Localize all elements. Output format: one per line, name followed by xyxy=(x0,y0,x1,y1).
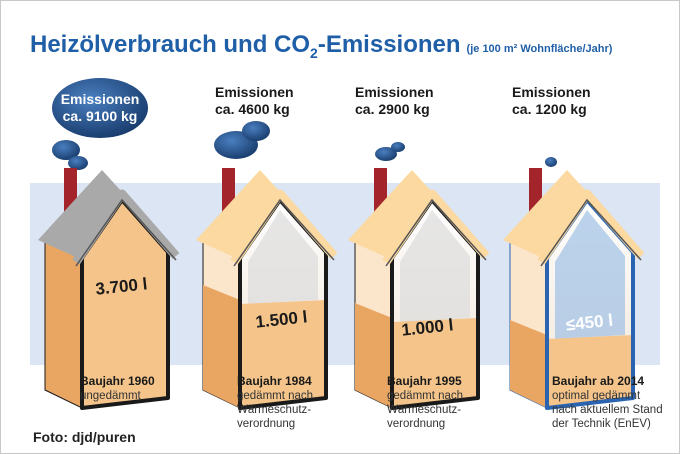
emission-label: Emissionen xyxy=(355,84,434,100)
description-line: Wärmeschutz- xyxy=(387,404,461,416)
year-label: Baujahr 1984 xyxy=(237,374,312,388)
emission-label: Emissionen xyxy=(512,84,591,100)
title-note: (je 100 m² Wohnfläche/Jahr) xyxy=(467,43,613,55)
description-line: optimal gedämmt xyxy=(552,390,641,402)
emission-label: Emissionen xyxy=(61,91,140,107)
side-fill xyxy=(203,285,240,408)
description-line: gedämmt nach xyxy=(237,390,313,402)
description-line: nach aktuellem Stand xyxy=(552,404,663,416)
infographic: Heizölverbrauch und CO2-Emissionen (je 10… xyxy=(0,0,680,454)
title-sub: 2 xyxy=(310,45,318,61)
description-line: gedämmt nach xyxy=(387,390,463,402)
description-line: ungedämmt xyxy=(80,390,142,402)
year-label: Baujahr 1995 xyxy=(387,374,462,388)
title-rest: -Emissionen xyxy=(318,31,461,58)
emission-label: ca. 2900 kg xyxy=(355,101,430,117)
emission-label: ca. 4600 kg xyxy=(215,101,290,117)
emission-label: ca. 1200 kg xyxy=(512,101,587,117)
smoke-cloud xyxy=(242,121,270,141)
description-line: verordnung xyxy=(237,418,295,430)
title-main: Heizölverbrauch und CO xyxy=(30,31,310,58)
smoke-cloud xyxy=(545,157,557,167)
year-label: Baujahr ab 2014 xyxy=(552,374,644,388)
description-line: Wärmeschutz- xyxy=(237,404,311,416)
emission-label: ca. 9100 kg xyxy=(63,108,138,124)
description-line: verordnung xyxy=(387,418,445,430)
smoke-cloud xyxy=(391,142,405,152)
smoke-cloud xyxy=(68,156,88,170)
description-line: der Technik (EnEV) xyxy=(552,418,651,430)
year-label: Baujahr 1960 xyxy=(80,374,155,388)
credit: Foto: djd/puren xyxy=(33,429,136,445)
emission-label: Emissionen xyxy=(215,84,294,100)
